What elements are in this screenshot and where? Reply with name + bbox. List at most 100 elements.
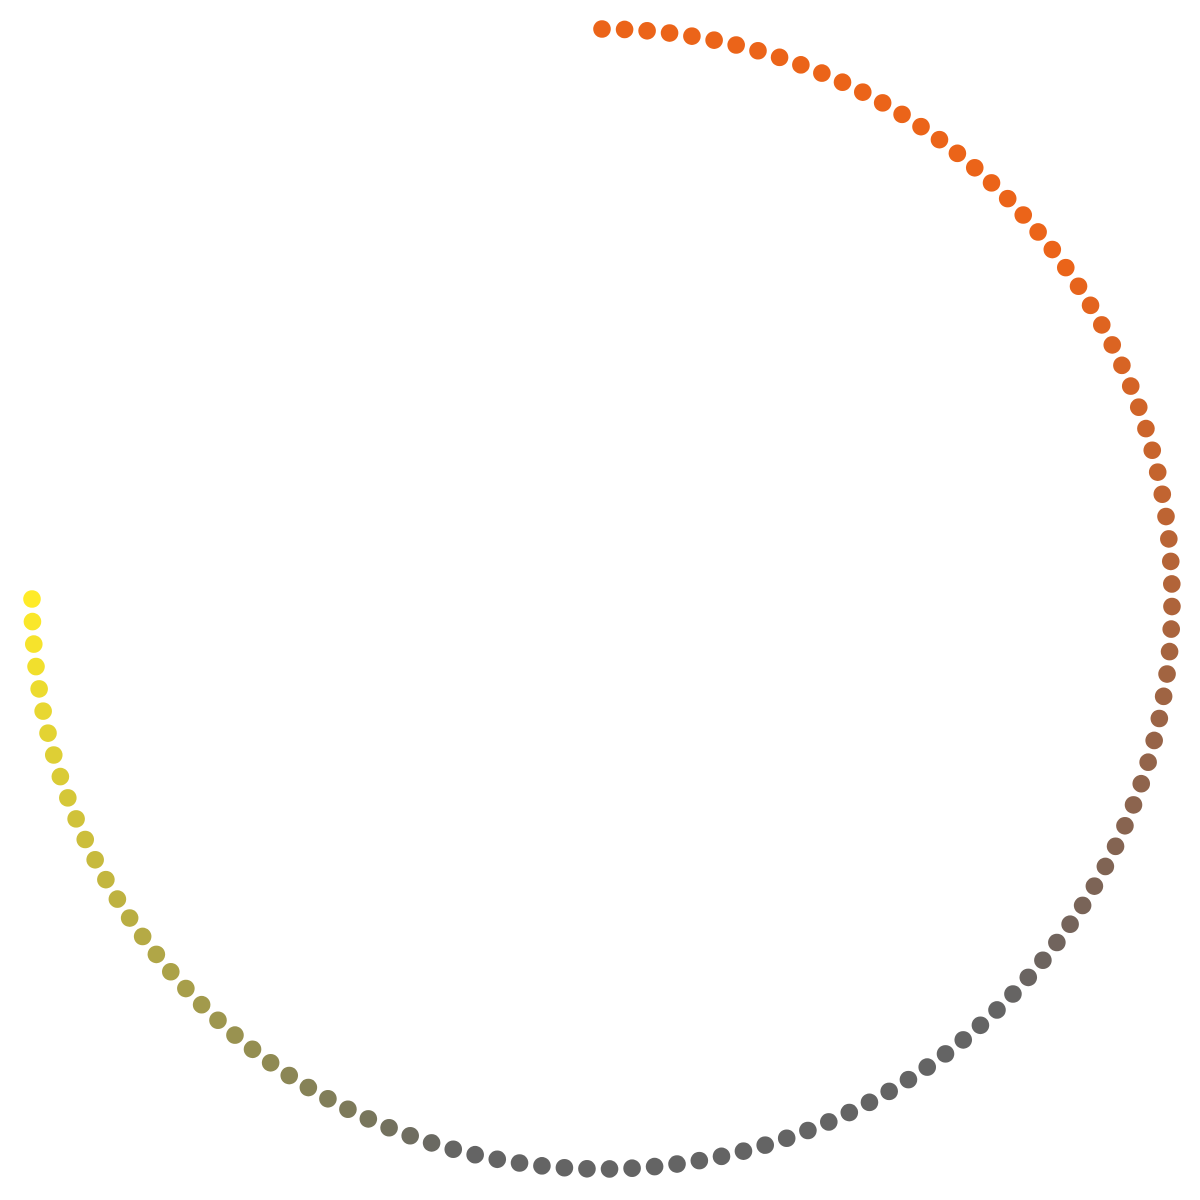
spinner-dot (51, 767, 70, 786)
spinner-dot (226, 1026, 244, 1044)
spinner-dot (97, 870, 115, 889)
spinner-dot (705, 31, 723, 49)
spinner-dot (1096, 857, 1115, 876)
spinner-dot (770, 48, 789, 67)
spinner-dot (422, 1134, 441, 1152)
spinner-dot (873, 94, 892, 112)
spinner-dot (23, 612, 42, 631)
spinner-dot (819, 1113, 838, 1131)
spinner-dot (600, 1160, 619, 1178)
spinner-dot (1150, 709, 1169, 728)
spinner-dot (954, 1031, 973, 1049)
spinner-dot (1014, 206, 1033, 224)
spinner-dot (965, 158, 984, 177)
spinner-dot (1069, 277, 1088, 296)
spinner-dot (34, 702, 52, 720)
spinner-dot (1160, 642, 1179, 661)
spinner-dot (998, 189, 1017, 208)
spinner-dot (533, 1157, 551, 1175)
spinner-dot (912, 117, 930, 136)
spinner-dot (1154, 687, 1173, 706)
spinner-dot (683, 27, 701, 45)
spinner-dot (1106, 837, 1125, 856)
spinner-dot (86, 850, 104, 869)
spinner-dot (1048, 933, 1066, 952)
spinner-dot (971, 1016, 990, 1035)
spinner-dot (243, 1040, 262, 1059)
spinner-dot (1145, 731, 1163, 750)
spinner-dot (918, 1058, 937, 1076)
spinner-dot (840, 1103, 859, 1122)
spinner-dot (555, 1158, 574, 1177)
spinner-dot (1153, 485, 1172, 504)
spinner-dot (792, 56, 810, 74)
spinner-dot (668, 1155, 686, 1173)
spinner-dot (734, 1142, 753, 1160)
spinner-dot (893, 105, 911, 124)
spinner-dot (756, 1136, 775, 1154)
spinner-dot (133, 927, 152, 946)
spinner-dot (1148, 463, 1167, 481)
spinner-dot (578, 1160, 596, 1178)
spinner-dot (39, 724, 57, 742)
spinner-dot (161, 962, 180, 981)
spinner-dot (1103, 336, 1122, 354)
spinner-dot (936, 1045, 955, 1063)
spinner-dot (1034, 951, 1052, 970)
spinner-dot (192, 995, 211, 1014)
spinner-dot (1163, 597, 1181, 616)
spinner-dot (209, 1011, 227, 1030)
spinner-dot (660, 24, 679, 42)
spinner-dot (853, 83, 872, 101)
spinner-dot (749, 41, 767, 60)
spinner-dot (1019, 968, 1038, 987)
spinner-dot (1161, 552, 1180, 571)
spinner-dot (27, 657, 45, 676)
spinner-dot (67, 810, 85, 828)
spinner-dot (833, 73, 852, 92)
spinner-dot (727, 36, 745, 54)
spinner-dot (319, 1089, 337, 1108)
spinner-dot (712, 1147, 731, 1166)
spinner-dot (799, 1121, 817, 1140)
spinner-dot (1043, 240, 1062, 259)
spinner-dot (1157, 507, 1175, 526)
spinner-dot (299, 1078, 318, 1097)
spinner-dot (645, 1157, 664, 1176)
spinner-dot (177, 979, 195, 998)
spinner-dot (1129, 398, 1148, 416)
spinner-dot (44, 746, 63, 764)
spinner-dot (1137, 419, 1155, 438)
spinner-dot (982, 174, 1001, 192)
spinner-dot (880, 1082, 898, 1101)
spinner-dot (930, 130, 949, 149)
spinner-dot (76, 830, 95, 849)
spinner-dot (147, 945, 166, 964)
spinner-dot (860, 1093, 879, 1112)
spinner-dot (1092, 316, 1111, 334)
spinner-dot (280, 1066, 299, 1085)
spinner-dot (444, 1140, 463, 1159)
spinner-dot (1163, 575, 1181, 593)
spinner-dot (1004, 985, 1022, 1003)
spinner-dot (24, 635, 43, 653)
spinner-dot (988, 1001, 1006, 1019)
spinner-dot (1116, 816, 1134, 835)
spinner-dot (1029, 223, 1047, 241)
spinner-dot (1113, 356, 1131, 375)
spinner-dot (1124, 796, 1143, 814)
spinner-dots (23, 20, 1181, 1178)
spinner-dot (401, 1126, 419, 1145)
spinner-dot (899, 1070, 918, 1089)
spinner-dot (380, 1118, 398, 1137)
spinner-dot (1121, 377, 1140, 395)
spinner-dot (777, 1129, 796, 1148)
spinner-dot (1061, 915, 1079, 934)
spinner-dot (1073, 896, 1092, 915)
spinner-dot (1162, 620, 1181, 638)
spinner-dot (690, 1151, 709, 1170)
spinner-dot (23, 590, 41, 608)
spinner-dot (108, 890, 127, 908)
spinner-dot (813, 64, 831, 82)
